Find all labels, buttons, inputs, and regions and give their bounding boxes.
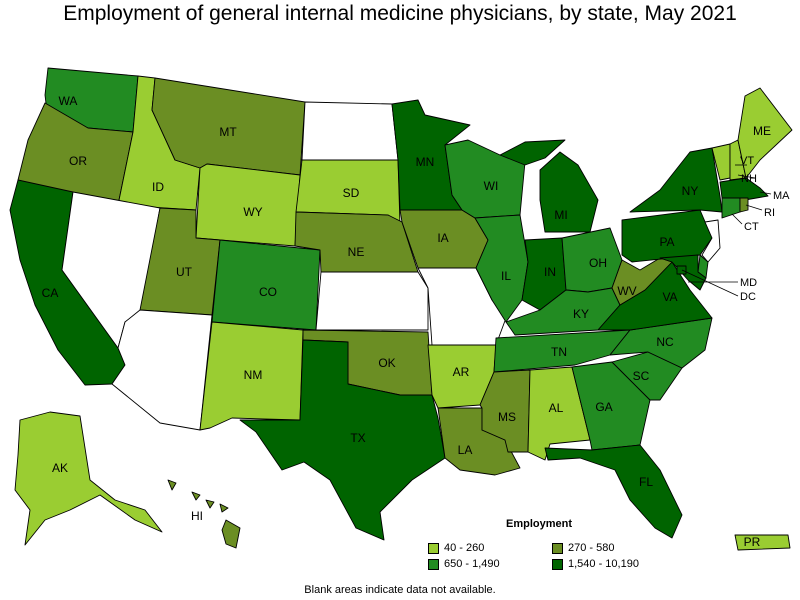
label-MT: MT xyxy=(219,125,237,139)
state-DC[interactable] xyxy=(676,265,687,275)
label-LA: LA xyxy=(458,443,473,457)
leader-DC xyxy=(681,269,739,297)
label-WI: WI xyxy=(484,179,499,193)
leader-MA xyxy=(759,191,772,195)
label-IN: IN xyxy=(544,265,556,279)
label-FL: FL xyxy=(639,475,653,489)
legend-row: 40 - 260 270 - 580 xyxy=(428,540,678,556)
state-FL[interactable] xyxy=(544,444,683,539)
label-NM: NM xyxy=(244,368,263,382)
label-OH: OH xyxy=(589,256,607,270)
label-NC: NC xyxy=(656,335,674,349)
label-TN: TN xyxy=(551,345,567,359)
legend-label: 650 - 1,490 xyxy=(444,558,500,570)
label-ID: ID xyxy=(152,180,164,194)
legend-swatch xyxy=(428,542,439,554)
label-WY: WY xyxy=(243,205,262,219)
state-SC[interactable] xyxy=(611,351,683,401)
label-MI: MI xyxy=(554,208,567,222)
state-RI[interactable] xyxy=(739,197,749,213)
footnote: Blank areas indicate data not available. xyxy=(304,584,496,596)
state-AK[interactable] xyxy=(14,411,163,546)
label-AL: AL xyxy=(549,401,564,415)
label-VT: VT xyxy=(740,155,754,167)
legend: Employment 40 - 260 270 - 580 650 - 1,49… xyxy=(428,518,678,572)
label-MS: MS xyxy=(498,410,516,424)
label-SC: SC xyxy=(633,369,650,383)
label-NH: NH xyxy=(741,173,757,185)
state-PR[interactable] xyxy=(734,534,791,551)
legend-label: 270 - 580 xyxy=(568,542,615,554)
label-OR: OR xyxy=(69,154,87,168)
label-WA: WA xyxy=(59,94,78,108)
state-MI[interactable] xyxy=(499,139,599,233)
label-IA: IA xyxy=(437,231,448,245)
label-IL: IL xyxy=(501,269,511,283)
label-GA: GA xyxy=(595,400,612,414)
label-NY: NY xyxy=(682,184,699,198)
state-AZ[interactable] xyxy=(111,309,213,431)
label-MD: MD xyxy=(740,277,757,289)
state-TX[interactable] xyxy=(239,339,446,541)
label-AR: AR xyxy=(453,365,470,379)
label-HI: HI xyxy=(191,509,203,523)
label-PA: PA xyxy=(659,235,674,249)
label-DC: DC xyxy=(740,291,756,303)
state-KS[interactable] xyxy=(315,271,429,331)
legend-item: 40 - 260 xyxy=(428,542,552,554)
legend-swatch xyxy=(552,542,563,554)
label-MA: MA xyxy=(773,190,790,202)
label-AK: AK xyxy=(52,461,68,475)
label-CA: CA xyxy=(42,286,59,300)
legend-swatch xyxy=(428,558,439,570)
state-ND[interactable] xyxy=(301,101,399,161)
legend-item: 270 - 580 xyxy=(552,542,676,554)
state-HI[interactable] xyxy=(167,479,241,549)
label-PR: PR xyxy=(744,535,761,549)
label-WV: WV xyxy=(617,284,636,298)
label-VA: VA xyxy=(662,290,677,304)
label-KY: KY xyxy=(573,307,589,321)
label-CT: CT xyxy=(744,221,759,233)
legend-swatch xyxy=(552,558,563,570)
state-NY[interactable] xyxy=(629,147,723,213)
label-TX: TX xyxy=(350,431,365,445)
label-NE: NE xyxy=(348,245,365,259)
legend-item: 1,540 - 10,190 xyxy=(552,558,676,570)
label-OK: OK xyxy=(378,356,395,370)
leader-NH xyxy=(737,174,756,179)
label-UT: UT xyxy=(176,265,193,279)
leader-RI xyxy=(745,204,763,211)
label-ME: ME xyxy=(753,124,771,138)
state-CT[interactable] xyxy=(721,197,741,219)
label-SD: SD xyxy=(343,186,360,200)
legend-title: Employment xyxy=(506,518,573,530)
label-RI: RI xyxy=(764,207,775,219)
label-MN: MN xyxy=(416,155,435,169)
leader-CT xyxy=(731,213,743,225)
legend-label: 40 - 260 xyxy=(444,542,485,554)
map-title: Employment of general internal medicine … xyxy=(63,2,737,25)
legend-item: 650 - 1,490 xyxy=(428,558,552,570)
state-TN[interactable] xyxy=(493,329,631,373)
state-WY[interactable] xyxy=(195,163,301,247)
legend-label: 1,540 - 10,190 xyxy=(568,558,639,570)
legend-row: 650 - 1,490 1,540 - 10,190 xyxy=(428,556,678,572)
label-CO: CO xyxy=(259,285,277,299)
